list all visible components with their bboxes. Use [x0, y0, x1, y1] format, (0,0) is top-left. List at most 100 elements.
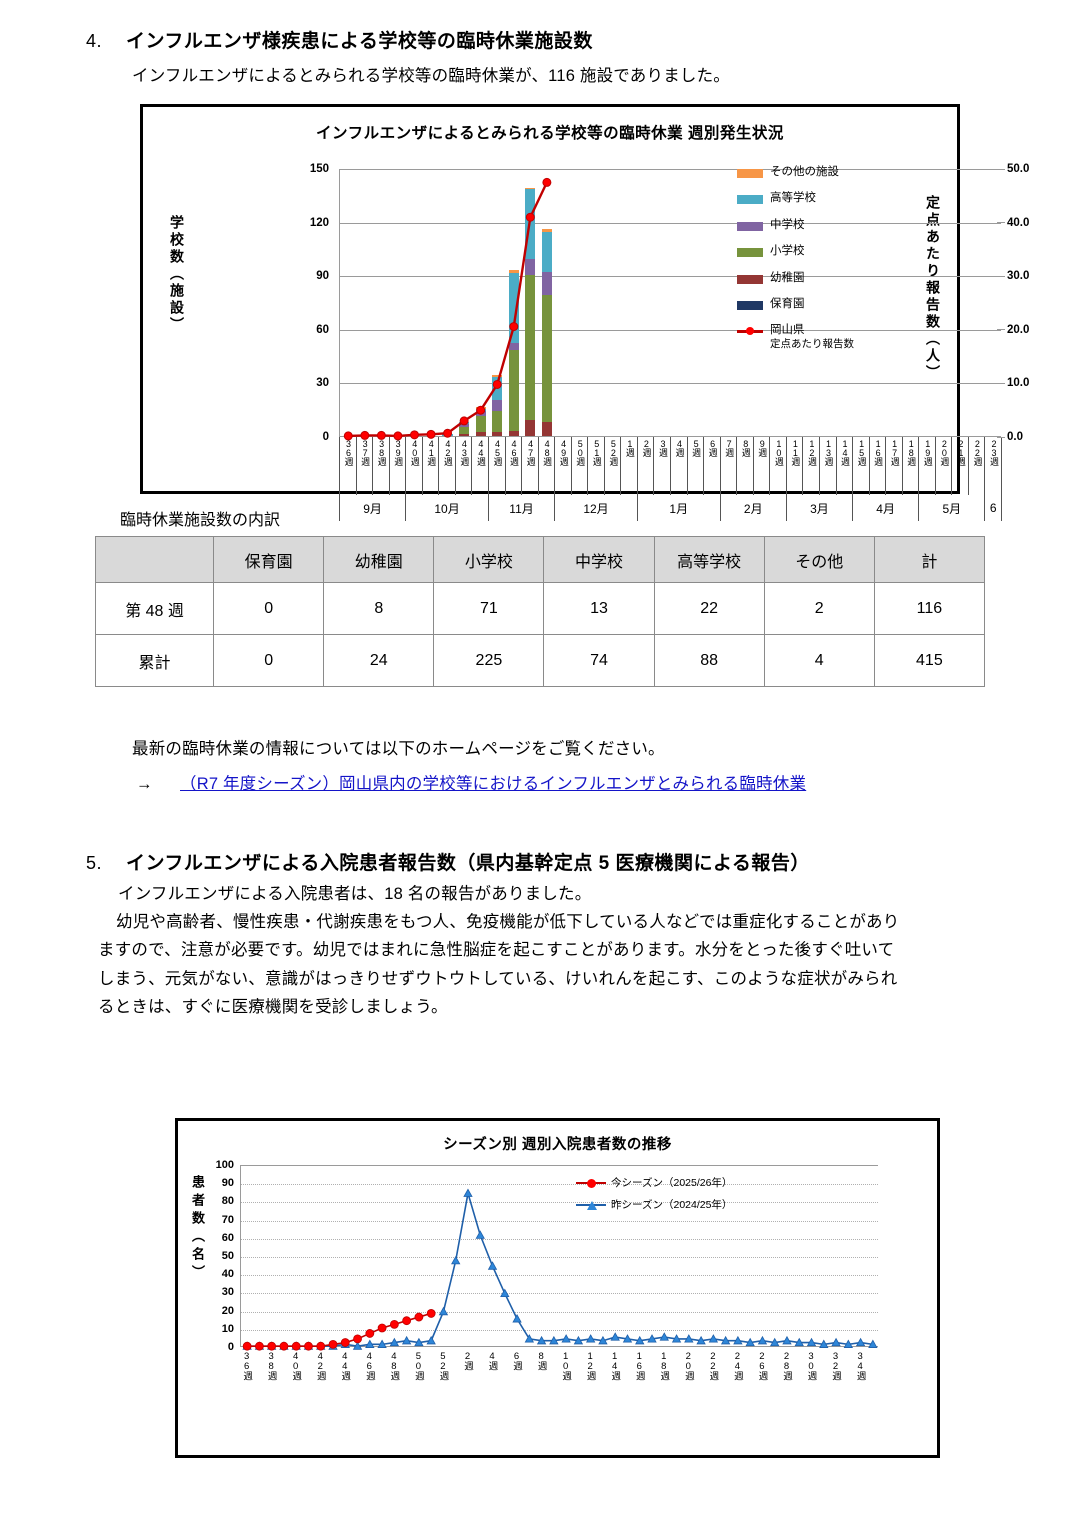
chart1-x-tick-label: 7週	[719, 437, 737, 495]
chart1-gridline	[340, 222, 1001, 224]
table-cell: 74	[543, 634, 655, 687]
chart1-x-tick-label: 44週	[471, 437, 488, 495]
chart1-plot-area	[339, 169, 1001, 441]
chart1-y2-tickmark	[997, 436, 1005, 438]
chart2-gridline	[241, 1238, 878, 1240]
chart1-legend-item: 小学校	[737, 244, 907, 258]
chart1-x-tick-label: 2週	[636, 437, 654, 495]
section-5-lead: インフルエンザによる入院患者は、18 名の報告がありました。	[118, 885, 592, 903]
chart2-x-axis-labels: 36週 38週 40週 42週 44週 46週 48週 50週 52週 2週 4週 6週 8週 10週 12…	[240, 1351, 878, 1407]
chart2-y-tick: 40	[221, 1268, 234, 1281]
chart1-y2-tickmark	[997, 168, 1005, 170]
chart2-x-tick-label: 22週	[707, 1351, 719, 1380]
table-col-header-4: 高等学校	[653, 536, 765, 583]
chart1-x-tick-label: 11週	[785, 437, 803, 495]
table-col-header-0: 保育園	[213, 536, 325, 583]
chart1-x-tick-label: 8週	[736, 437, 753, 495]
body-line-3: しまう、元気がない、意識がはっきりせずウトウトしている、けいれんを起こす、このよ…	[98, 969, 898, 988]
chart1-y2-tickmark	[997, 275, 1005, 277]
chart1-bar-segment	[541, 294, 552, 422]
chart1-bar-segment	[508, 430, 519, 436]
table-cell: 116	[873, 582, 986, 635]
chart2-x-tick-label: 42週	[314, 1351, 326, 1380]
chart1-month-edge	[1001, 495, 1002, 521]
table-col-header-1: 幼稚園	[323, 536, 435, 583]
arrow-icon: →	[136, 775, 153, 793]
chart1-x-tick-label: 43週	[454, 437, 472, 495]
chart1-x-tick-label: 40週	[405, 437, 422, 495]
chart2-x-tick-label: 48週	[388, 1351, 400, 1380]
chart1-legend-item: その他の施設	[737, 165, 907, 179]
legend-label: 高等学校	[770, 192, 816, 205]
chart1-bar-segment	[492, 411, 503, 433]
legend-swatch-icon	[737, 248, 763, 258]
chart2-gridline	[241, 1257, 878, 1258]
chart1-bar-segment	[508, 350, 519, 431]
chart-hospitalized-by-season: シーズン別 週別入院患者数の推移 患者数（名） 36週 38週 40週 42週 44週 4…	[175, 1118, 940, 1458]
chart1-x-tick-label: 13週	[818, 437, 836, 495]
section-4-note: 最新の臨時休業の情報については以下のホームページをご覧ください。	[132, 740, 665, 758]
legend-swatch-icon	[737, 221, 763, 231]
chart1-y-tick: 90	[316, 270, 329, 283]
chart2-y-axis-title: 患者数（名）	[190, 1175, 205, 1283]
table-cell: 8	[323, 582, 435, 635]
chart1-bar-column	[508, 269, 519, 436]
chart1-legend-item-line: 岡山県 定点あたり報告数	[737, 323, 907, 351]
chart1-x-tick-label: 20週	[934, 437, 952, 495]
chart1-x-tick-label: 22週	[967, 437, 985, 495]
chart1-y2-tickmark	[997, 382, 1005, 384]
table-header-row: 保育園 幼稚園 小学校 中学校 高等学校 その他計	[94, 536, 986, 583]
chart1-x-tick-label: 6週	[703, 437, 720, 495]
chart2-x-tick-label: 40週	[290, 1351, 302, 1380]
table-cell: 225	[433, 634, 545, 687]
chart2-gridline	[241, 1220, 878, 1222]
chart2-x-tick-label: 50週	[412, 1351, 424, 1380]
table-row-label: 第 48 週	[94, 582, 215, 635]
chart2-x-tick-label: 20週	[682, 1351, 694, 1380]
chart1-month-label: 9月	[339, 495, 405, 521]
chart1-x-axis-labels: 36週 37週 38週 39週 40週 41週 42週 43週 44週 45週 46週 47週 48週 4…	[339, 437, 1002, 495]
table-cell: 24	[323, 634, 435, 687]
chart2-x-tick-label: 6週	[511, 1351, 523, 1370]
temporary-closure-link[interactable]: （R7 年度シーズン）岡山県内の学校等におけるインフルエンザとみられる臨時休業	[180, 775, 807, 793]
chart1-x-tick-label: 49週	[554, 437, 571, 495]
chart1-bar-segment	[525, 419, 536, 436]
chart2-gridline	[241, 1202, 878, 1204]
chart1-gridline	[340, 169, 1001, 170]
link-line: → （R7 年度シーズン）岡山県内の学校等におけるインフルエンザとみられる臨時休…	[136, 770, 806, 794]
chart1-y-axis-title: 学校数（施設）	[169, 215, 185, 334]
legend-line-marker-icon	[737, 325, 763, 337]
chart1-bar-segment	[541, 232, 552, 272]
chart1-x-tick-label: 5週	[686, 437, 704, 495]
table-col-header-3: 中学校	[543, 536, 655, 583]
chart1-x-tick-label: 23週	[984, 437, 1001, 495]
chart1-x-tick-label: 47週	[521, 437, 538, 495]
chart1-x-tick-label: 1週	[620, 437, 637, 495]
chart2-x-tick-label: 46週	[363, 1351, 375, 1380]
chart1-x-tick-label: 51週	[587, 437, 604, 495]
table-cell: 415	[873, 634, 986, 687]
chart1-bar-segment	[525, 275, 536, 420]
chart1-month-groups: 9月 10月 11月 12月 1月 2月 3月 4月 5月 6	[339, 495, 1002, 521]
chart1-bar-column	[541, 228, 552, 436]
chart2-gridline	[241, 1329, 878, 1331]
chart1-x-tick-label: 9週	[752, 437, 770, 495]
section-4-title: インフルエンザ様疾患による学校等の臨時休業施設数	[126, 31, 593, 52]
chart2-y-tick: 100	[215, 1159, 234, 1171]
chart1-x-tick-label: 38週	[372, 437, 389, 495]
legend-swatch-icon	[737, 169, 763, 178]
chart2-x-tick-label: 4週	[486, 1351, 498, 1370]
table-col-header-6: 計	[873, 536, 986, 583]
legend-circle-marker-icon	[576, 1177, 606, 1189]
table-cell: 0	[213, 634, 325, 687]
chart1-y-tick: 150	[309, 163, 329, 175]
chart2-x-tick-label: 30週	[805, 1351, 817, 1380]
chart2-x-tick-label: 52週	[437, 1351, 449, 1380]
chart1-y2-axis-title: 定点あたり報告数（人）	[925, 195, 941, 382]
chart2-x-tick-label: 16週	[633, 1351, 645, 1380]
chart2-y-tick: 80	[221, 1195, 234, 1208]
chart1-gridline	[340, 383, 1001, 385]
chart2-x-tick-label: 24週	[731, 1351, 743, 1380]
chart1-x-tick-label: 50週	[570, 437, 588, 495]
chart2-x-tick-label: 36週	[241, 1351, 253, 1380]
